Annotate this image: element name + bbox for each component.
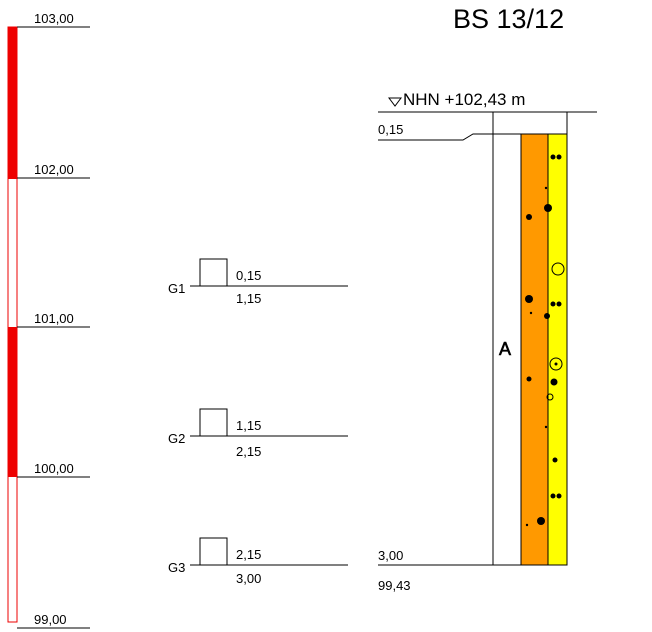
pebble-symbol [546,393,554,401]
topsoil-layer [492,111,568,135]
bottom-callout: 3,00 99,43 [378,548,493,593]
sand-symbol [525,523,529,527]
top-layer-callout: 0,15 [378,122,493,141]
scale-label-100: 100,00 [34,461,74,476]
triangle-down-icon [388,97,402,107]
gravel-symbol [550,154,556,160]
sample-box [199,537,228,566]
sample-name: G1 [168,281,185,296]
ground-level-marker: NHN +102,43 m [378,90,597,113]
stone-symbol [526,214,532,220]
ground-level-label: NHN +102,43 m [403,90,525,109]
bottom-depth: 3,00 [378,548,403,563]
sample-top: 2,15 [236,547,261,562]
gravel-symbol [556,154,562,160]
stone-symbol [525,295,533,303]
stone-symbol [544,313,550,319]
elevation-scale: 103,00 102,00 101,00 100,00 99,00 [7,11,90,629]
sample-top: 1,15 [236,418,261,433]
sample-g1: G1 0,15 1,15 [168,258,348,306]
sand-symbol [544,425,548,429]
stratum-label: A [499,339,511,359]
sample-box [199,258,228,287]
bottom-elevation: 99,43 [378,578,411,593]
scale-segment-101-100 [8,327,17,477]
stone-symbol [537,517,545,525]
scale-label-102: 102,00 [34,162,74,177]
scale-label-101: 101,00 [34,311,74,326]
stratum-label-column [492,133,522,566]
stone-symbol [550,378,558,386]
sample-g2: G2 1,15 2,15 [168,408,348,459]
gravel-symbol [556,301,562,307]
sample-top: 0,15 [236,268,261,283]
sample-bottom: 1,15 [236,291,261,306]
cobble-symbol [551,262,565,276]
borehole-title: BS 13/12 [453,4,564,34]
gravel-symbol [556,493,562,499]
yellow-layer [547,133,568,566]
sand-symbol [544,186,548,190]
gravel-symbol [550,493,556,499]
sand-symbol [529,311,533,315]
sample-bottom: 2,15 [236,444,261,459]
cobble-center [554,362,558,366]
sample-name: G3 [168,560,185,575]
stone-symbol [544,204,552,212]
borehole-column: A [492,111,568,566]
top-layer-leader [378,133,493,141]
scale-label-103: 103,00 [34,11,74,26]
stone-symbol [552,457,558,463]
cobble-symbol [549,357,563,371]
orange-layer [520,133,549,566]
stone-symbol [526,376,532,382]
sample-name: G2 [168,431,185,446]
top-layer-depth: 0,15 [378,122,403,137]
sample-box [199,408,228,437]
sample-bottom: 3,00 [236,571,261,586]
soil-symbols [525,154,565,527]
scale-label-99: 99,00 [34,612,67,627]
sample-g3: G3 2,15 3,00 [168,537,348,586]
scale-segment-103-102 [8,27,17,179]
gravel-symbol [550,301,556,307]
